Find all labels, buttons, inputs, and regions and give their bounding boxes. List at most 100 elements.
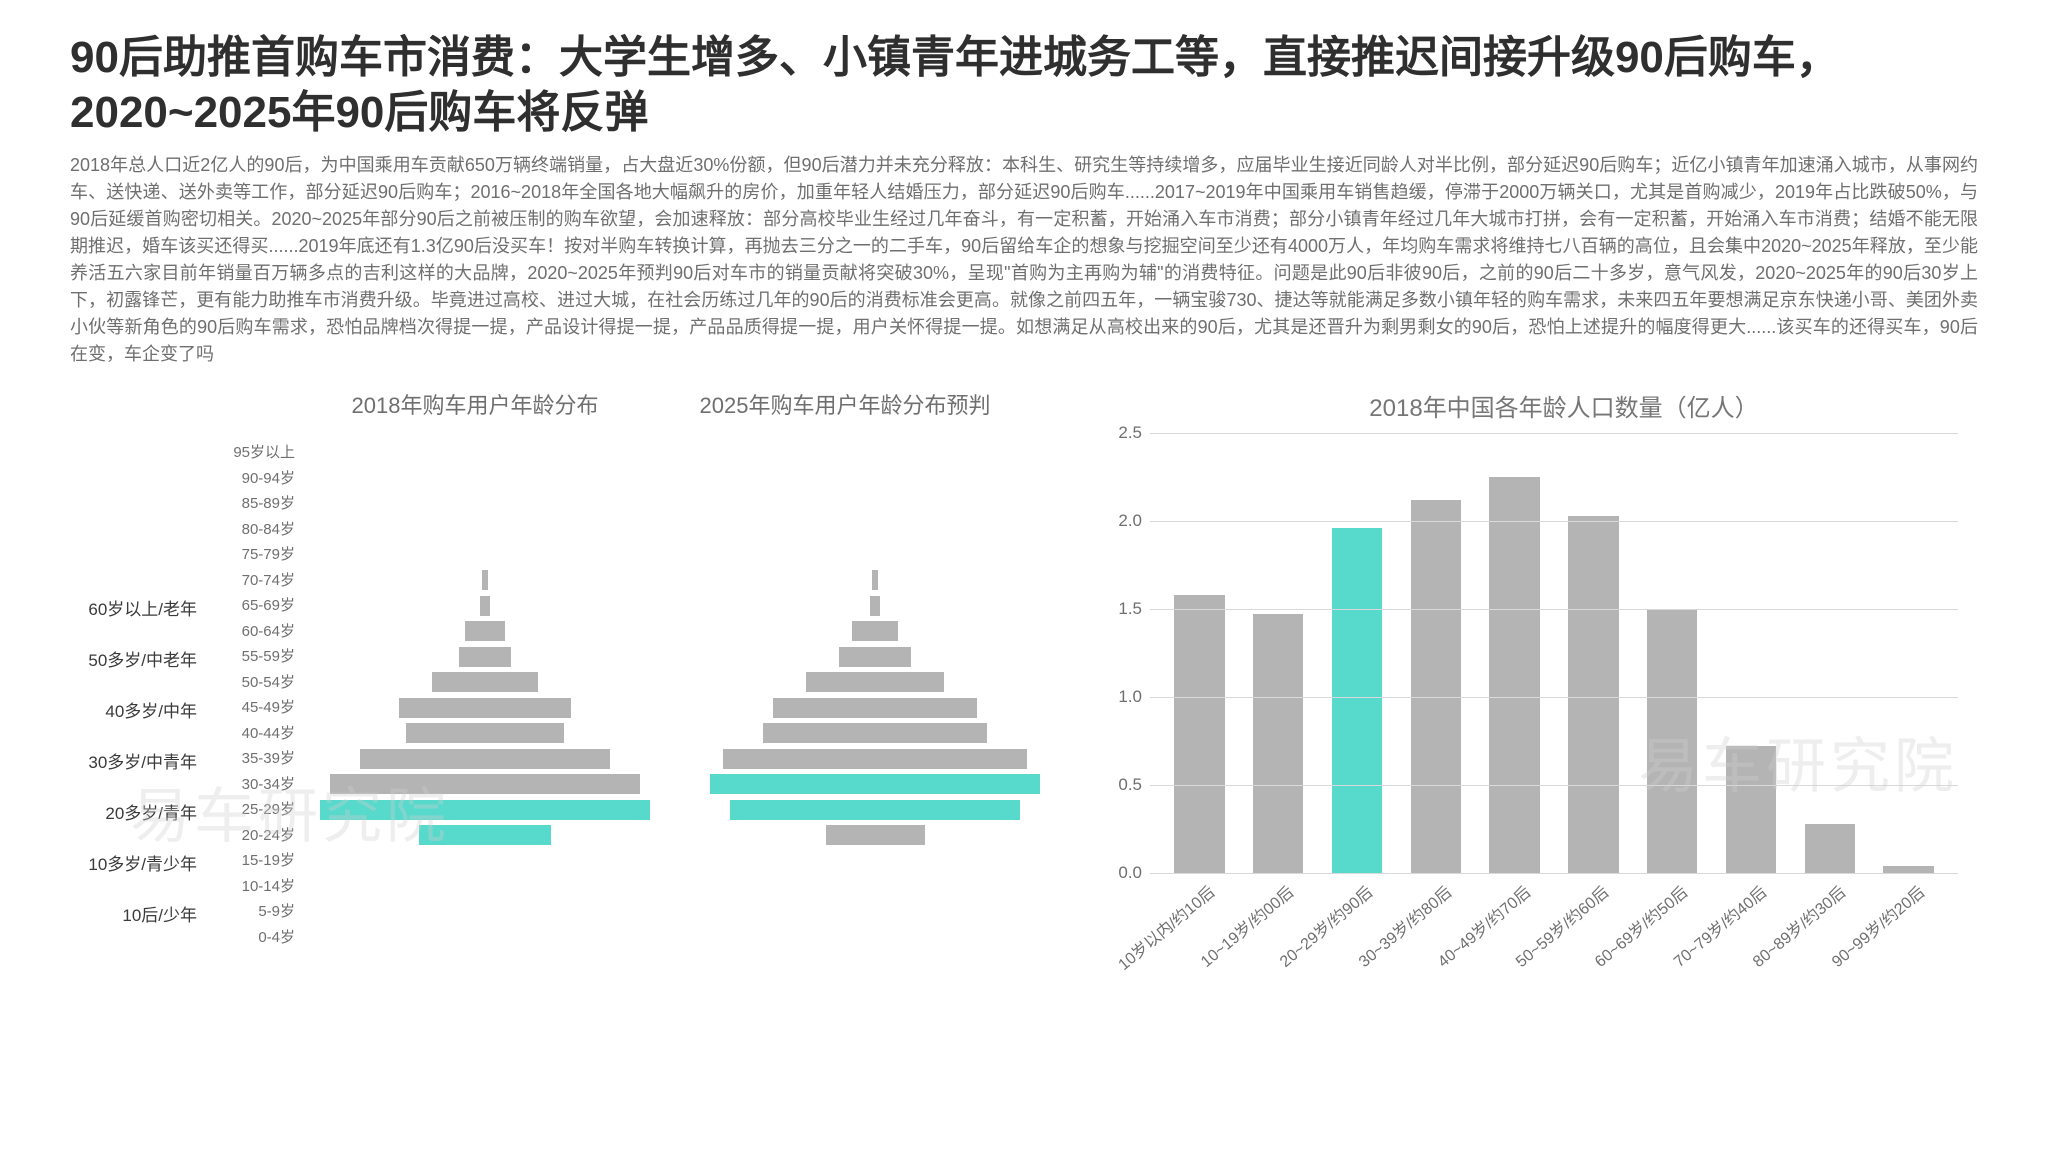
pyramid-row xyxy=(695,619,1055,645)
age-bucket-label: 95岁以上 xyxy=(205,440,305,466)
pyramid-row xyxy=(695,593,1055,619)
pyramid-bar xyxy=(710,774,1040,794)
gridline xyxy=(1150,433,1958,434)
bar xyxy=(1805,824,1855,873)
pyramid-bar xyxy=(320,800,650,820)
bar xyxy=(1647,609,1697,873)
pyramid-bar xyxy=(763,723,987,743)
bar-slot xyxy=(1712,433,1791,873)
age-bucket-label: 65-69岁 xyxy=(205,593,305,619)
pyramid-row xyxy=(305,466,665,492)
age-bucket-label: 45-49岁 xyxy=(205,695,305,721)
age-group-label: 50多岁/中老年 xyxy=(88,646,197,671)
y-tick-label: 1.0 xyxy=(1118,687,1142,707)
pyramid-bar xyxy=(482,570,489,590)
pyramid-row xyxy=(695,772,1055,798)
pyramid-row xyxy=(305,874,665,900)
age-bucket-labels: 95岁以上90-94岁85-89岁80-84岁75-79岁70-74岁65-69… xyxy=(205,440,305,950)
pyramid-row xyxy=(305,695,665,721)
age-group-label: 10后/少年 xyxy=(122,901,197,926)
pyramid-row xyxy=(695,899,1055,925)
pyramid-row xyxy=(695,440,1055,466)
age-bucket-label: 10-14岁 xyxy=(205,874,305,900)
pyramid-row xyxy=(695,542,1055,568)
pyramid-row xyxy=(695,517,1055,543)
y-tick-label: 0.5 xyxy=(1118,775,1142,795)
pyramid-bar xyxy=(870,596,880,616)
pyramid-bar xyxy=(480,596,490,616)
pyramid-2025 xyxy=(695,440,1055,950)
gridline xyxy=(1150,873,1958,874)
age-bucket-label: 0-4岁 xyxy=(205,925,305,951)
age-bucket-label: 60-64岁 xyxy=(205,619,305,645)
pyramid-bar xyxy=(872,570,879,590)
age-bucket-label: 35-39岁 xyxy=(205,746,305,772)
age-bucket-label: 40-44岁 xyxy=(205,721,305,747)
bar-slot xyxy=(1790,433,1869,873)
pyramid-bar xyxy=(465,621,505,641)
bar xyxy=(1253,614,1303,873)
age-group-label: 40多岁/中年 xyxy=(105,697,197,722)
bar xyxy=(1489,477,1539,873)
pyramid-row xyxy=(695,746,1055,772)
age-bucket-label: 25-29岁 xyxy=(205,797,305,823)
y-tick-label: 0.0 xyxy=(1118,863,1142,883)
y-tick-label: 2.5 xyxy=(1118,423,1142,443)
pyramid-row xyxy=(695,823,1055,849)
age-bucket-label: 70-74岁 xyxy=(205,568,305,594)
slide-body-text: 2018年总人口近2亿人的90后，为中国乘用车贡献650万辆终端销量，占大盘近3… xyxy=(70,152,1978,368)
pyramid-row xyxy=(305,797,665,823)
pyramid-row xyxy=(305,670,665,696)
pyramid-bar xyxy=(459,647,512,667)
pyramid-row xyxy=(305,848,665,874)
pyramid-bar xyxy=(723,749,1027,769)
gridline xyxy=(1150,609,1958,610)
barchart-plot: 10岁以内/约10后10~19岁/约00后20~29岁/约90后30~39岁/约… xyxy=(1150,433,1958,873)
bar xyxy=(1883,866,1933,873)
bar-slot xyxy=(1318,433,1397,873)
pyramid-row xyxy=(305,823,665,849)
bar-slot xyxy=(1633,433,1712,873)
pyramid-row xyxy=(305,491,665,517)
pyramid-row xyxy=(695,466,1055,492)
pyramid-2018-title: 2018年购车用户年龄分布 xyxy=(305,388,645,420)
pyramid-row xyxy=(695,848,1055,874)
pyramid-row xyxy=(695,670,1055,696)
bar xyxy=(1332,528,1382,873)
age-bucket-label: 15-19岁 xyxy=(205,848,305,874)
age-group-label: 60岁以上/老年 xyxy=(88,595,197,620)
pyramid-2018 xyxy=(305,440,665,950)
age-group-labels: 60岁以上/老年50多岁/中老年40多岁/中年30多岁/中青年20多岁/青年10… xyxy=(70,440,205,950)
age-group-label: 30多岁/中青年 xyxy=(88,748,197,773)
pyramid-row xyxy=(305,925,665,951)
pyramid-bar xyxy=(730,800,1020,820)
slide-title: 90后助推首购车市消费：大学生增多、小镇青年进城务工等，直接推迟间接升级90后购… xyxy=(70,30,1978,140)
bar xyxy=(1568,516,1618,873)
bar xyxy=(1411,500,1461,873)
pyramid-row xyxy=(305,440,665,466)
pyramid-bar xyxy=(432,672,538,692)
bar xyxy=(1174,595,1224,873)
pyramid-bar xyxy=(330,774,640,794)
pyramid-row xyxy=(305,644,665,670)
bar xyxy=(1726,746,1776,873)
y-tick-label: 2.0 xyxy=(1118,511,1142,531)
age-bucket-label: 20-24岁 xyxy=(205,823,305,849)
pyramid-bar xyxy=(399,698,571,718)
pyramid-charts: 2018年购车用户年龄分布 2025年购车用户年龄分布预判 60岁以上/老年50… xyxy=(70,388,1070,988)
pyramid-row xyxy=(695,874,1055,900)
age-bucket-label: 30-34岁 xyxy=(205,772,305,798)
bar-slot xyxy=(1239,433,1318,873)
pyramid-row xyxy=(305,517,665,543)
gridline xyxy=(1150,521,1958,522)
pyramid-row xyxy=(695,491,1055,517)
pyramid-row xyxy=(305,542,665,568)
pyramid-row xyxy=(695,721,1055,747)
gridline xyxy=(1150,785,1958,786)
pyramid-bar xyxy=(839,647,912,667)
pyramid-row xyxy=(305,746,665,772)
bar-slot xyxy=(1554,433,1633,873)
pyramid-row xyxy=(305,568,665,594)
pyramid-row xyxy=(305,899,665,925)
age-bucket-label: 50-54岁 xyxy=(205,670,305,696)
